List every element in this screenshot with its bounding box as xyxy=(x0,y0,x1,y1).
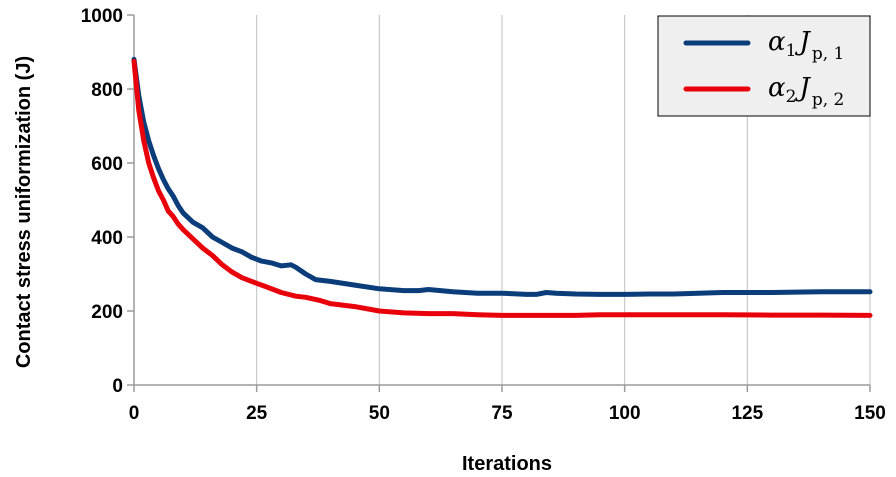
x-tick-label: 25 xyxy=(246,403,268,424)
y-tick-label: 200 xyxy=(91,302,123,323)
x-tick-label: 125 xyxy=(731,403,763,424)
y-tick-label: 400 xyxy=(91,228,123,249)
legend-box xyxy=(657,15,871,117)
y-tick-label: 0 xyxy=(112,376,123,397)
y-axis-title: Contact stress uniformization (J) xyxy=(13,56,35,368)
y-tick-label: 800 xyxy=(91,80,123,101)
series-line-2 xyxy=(131,58,873,318)
x-axis-title: Iterations xyxy=(462,453,552,475)
x-tick-label: 150 xyxy=(854,403,886,424)
series-line-1 xyxy=(131,56,873,297)
y-tick-label: 1000 xyxy=(81,6,123,27)
y-tick-label: 600 xyxy=(91,154,123,175)
x-tick-label: 0 xyxy=(129,403,140,424)
series-lines xyxy=(131,56,873,318)
x-tick-label: 100 xyxy=(609,403,641,424)
x-tick-label: 75 xyxy=(491,403,513,424)
tick-labels: 0 200 400 600 800 1000 0 25 50 75 100 125 150 xyxy=(81,6,886,424)
x-tick-label: 50 xyxy=(369,403,390,424)
